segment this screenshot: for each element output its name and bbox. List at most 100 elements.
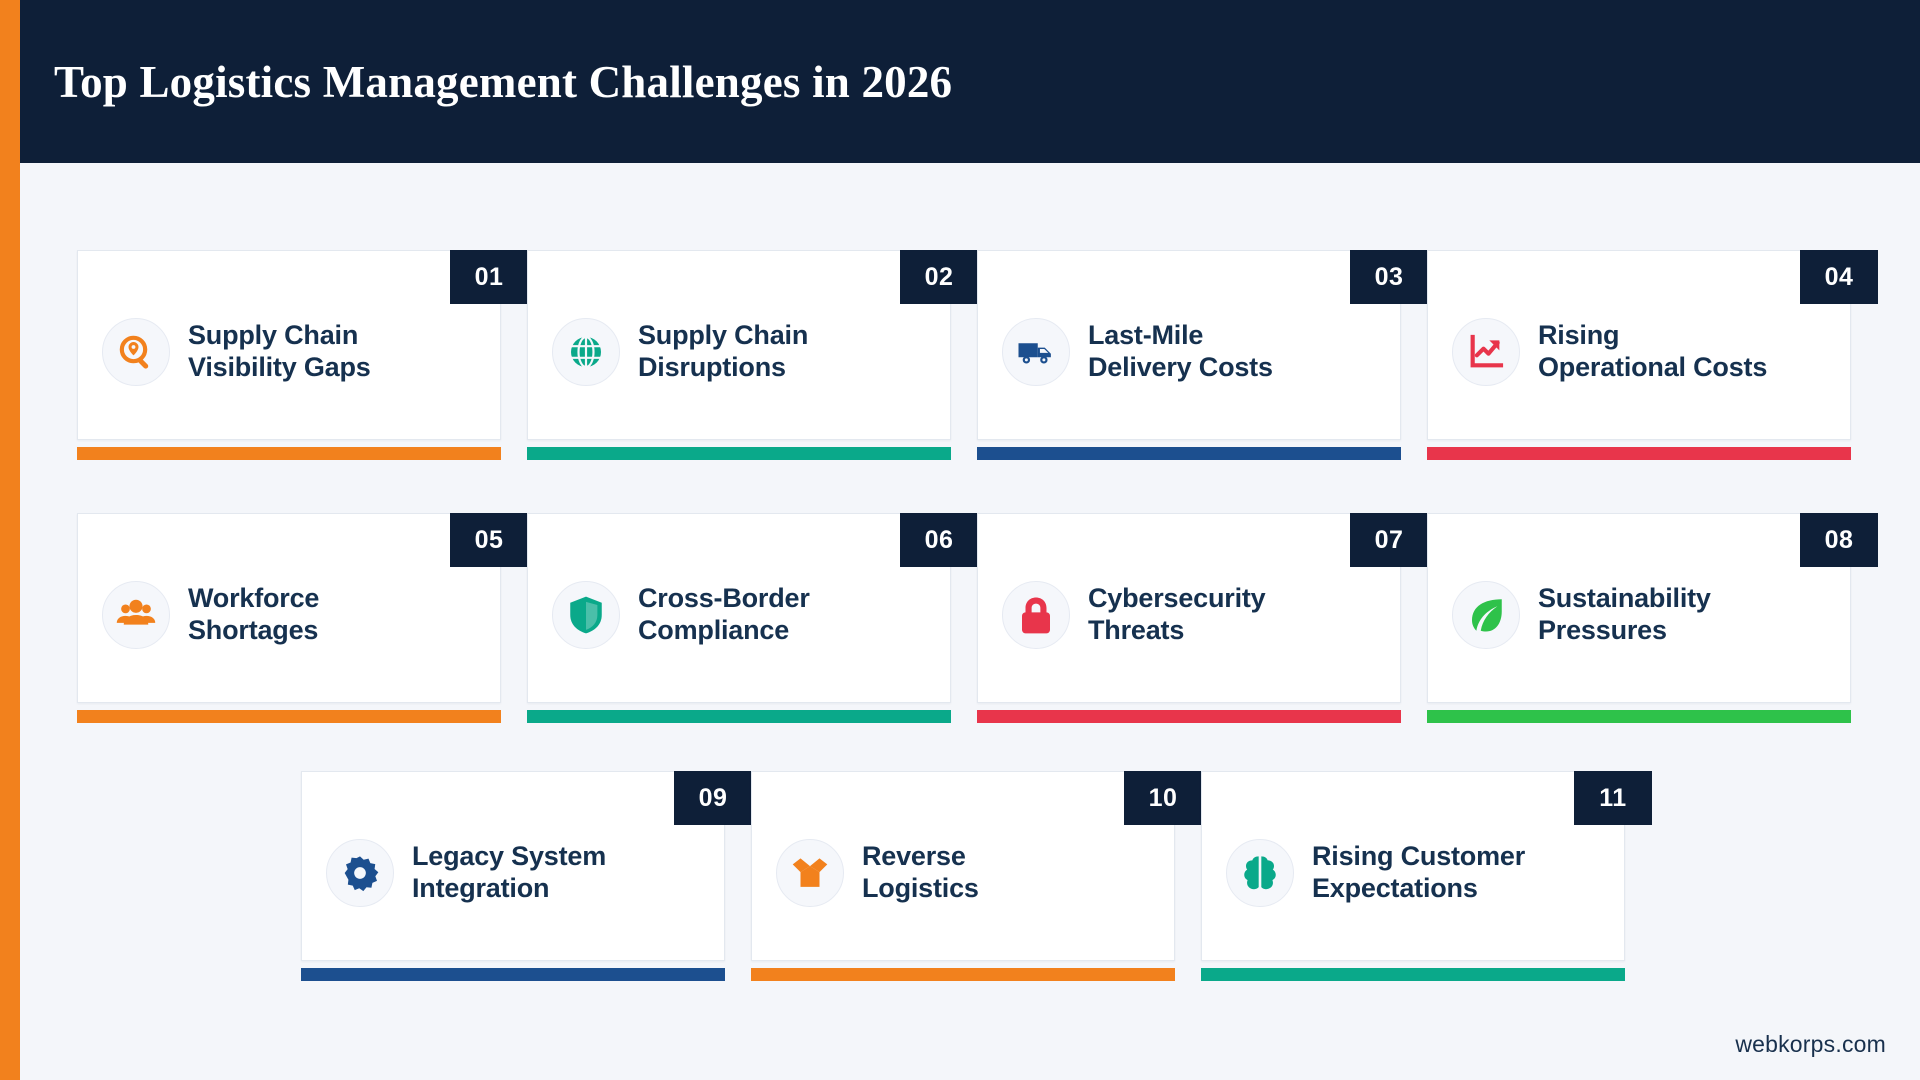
card-accent-bar [301, 968, 725, 981]
card-title-line-2: Compliance [638, 615, 790, 645]
card-content: Cybersecurity Threats [978, 514, 1400, 702]
card-title-line-2: Logistics [862, 873, 979, 903]
delivery-truck-icon [1002, 318, 1070, 386]
card-title-line-2: Pressures [1538, 615, 1667, 645]
card-title-line-1: Rising [1538, 319, 1620, 350]
challenge-card[interactable]: Last-Mile Delivery Costs 03 [977, 250, 1428, 440]
card-title-line-1: Legacy System [412, 840, 607, 871]
brain-icon [1226, 839, 1294, 907]
shield-icon [552, 581, 620, 649]
card-accent-bar [77, 710, 501, 723]
card-content: Workforce Shortages [78, 514, 500, 702]
challenge-card-slot: Rising Customer Expectations 11 [1201, 771, 1652, 981]
card-number-badge: 08 [1800, 513, 1878, 567]
card-title-line-1: Cybersecurity [1088, 582, 1266, 613]
card-title-line-1: Last-Mile [1088, 319, 1204, 350]
card-number-badge: 04 [1800, 250, 1878, 304]
card-content: Legacy System Integration [302, 772, 724, 960]
card-title-line-1: Cross-Border [638, 582, 810, 613]
challenge-card[interactable]: Supply Chain Disruptions 02 [527, 250, 978, 440]
padlock-icon [1002, 581, 1070, 649]
card-number-badge: 05 [450, 513, 528, 567]
challenge-card-slot: Cross-Border Compliance 06 [527, 513, 978, 723]
card-title-line-1: Sustainability [1538, 582, 1711, 613]
challenge-card-slot: Supply Chain Disruptions 02 [527, 250, 978, 460]
card-title: Rising Customer Expectations [1312, 840, 1525, 905]
card-title: Rising Operational Costs [1538, 319, 1767, 384]
challenge-card-slot: Last-Mile Delivery Costs 03 [977, 250, 1428, 460]
card-number-badge: 01 [450, 250, 528, 304]
card-row-3: Legacy System Integration 09 Reverse Logist… [301, 771, 1652, 981]
card-content: Last-Mile Delivery Costs [978, 251, 1400, 439]
card-title: Cybersecurity Threats [1088, 582, 1266, 647]
card-title-line-1: Supply Chain [638, 319, 809, 350]
card-accent-bar [527, 710, 951, 723]
card-number-badge: 10 [1124, 771, 1202, 825]
card-content: Supply Chain Visibility Gaps [78, 251, 500, 439]
card-title-line-2: Expectations [1312, 873, 1478, 903]
card-accent-bar [527, 447, 951, 460]
challenge-card-slot: Sustainability Pressures 08 [1427, 513, 1878, 723]
card-title: Supply Chain Visibility Gaps [188, 319, 371, 384]
card-title-line-2: Threats [1088, 615, 1185, 645]
header-bar: Top Logistics Management Challenges in 2… [20, 0, 1920, 163]
card-title-line-2: Operational Costs [1538, 352, 1768, 382]
challenge-card[interactable]: Cybersecurity Threats 07 [977, 513, 1428, 703]
card-content: Supply Chain Disruptions [528, 251, 950, 439]
card-accent-bar [77, 447, 501, 460]
location-search-icon [102, 318, 170, 386]
card-title-line-2: Delivery Costs [1088, 352, 1273, 382]
card-title: Last-Mile Delivery Costs [1088, 319, 1273, 384]
gear-icon [326, 839, 394, 907]
card-title-line-2: Visibility Gaps [188, 352, 371, 382]
content-canvas: Supply Chain Visibility Gaps 01 Supply Cha… [20, 163, 1920, 1080]
card-accent-bar [751, 968, 1175, 981]
card-accent-bar [1427, 447, 1851, 460]
challenge-card-slot: Workforce Shortages 05 [77, 513, 528, 723]
card-content: Cross-Border Compliance [528, 514, 950, 702]
people-group-icon [102, 581, 170, 649]
card-title: Workforce Shortages [188, 582, 319, 647]
card-title-line-1: Supply Chain [188, 319, 359, 350]
card-title-line-2: Shortages [188, 615, 319, 645]
challenge-card[interactable]: Supply Chain Visibility Gaps 01 [77, 250, 528, 440]
card-content: Rising Operational Costs [1428, 251, 1850, 439]
card-row-2: Workforce Shortages 05 Cross-Border Complia… [77, 513, 1878, 723]
page-title: Top Logistics Management Challenges in 2… [54, 56, 953, 107]
card-title-line-1: Workforce [188, 582, 320, 613]
challenge-card-slot: Legacy System Integration 09 [301, 771, 752, 981]
card-title: Cross-Border Compliance [638, 582, 810, 647]
card-title: Reverse Logistics [862, 840, 979, 905]
challenge-card[interactable]: Sustainability Pressures 08 [1427, 513, 1878, 703]
card-number-badge: 06 [900, 513, 978, 567]
left-accent-stripe [0, 0, 20, 1080]
challenge-card[interactable]: Legacy System Integration 09 [301, 771, 752, 961]
card-accent-bar [1427, 710, 1851, 723]
footer-watermark: webkorps.com [1735, 1031, 1886, 1057]
card-title: Legacy System Integration [412, 840, 606, 905]
challenge-card[interactable]: Rising Operational Costs 04 [1427, 250, 1878, 440]
leaf-icon [1452, 581, 1520, 649]
card-title-line-1: Rising Customer [1312, 840, 1526, 871]
card-content: Sustainability Pressures [1428, 514, 1850, 702]
card-row-1: Supply Chain Visibility Gaps 01 Supply Cha… [77, 250, 1878, 460]
challenge-card-slot: Reverse Logistics 10 [751, 771, 1202, 981]
challenge-card-slot: Cybersecurity Threats 07 [977, 513, 1428, 723]
card-title-line-2: Integration [412, 873, 550, 903]
globe-icon [552, 318, 620, 386]
challenge-card-slot: Rising Operational Costs 04 [1427, 250, 1878, 460]
card-number-badge: 09 [674, 771, 752, 825]
open-box-icon [776, 839, 844, 907]
card-number-badge: 02 [900, 250, 978, 304]
card-title: Supply Chain Disruptions [638, 319, 808, 384]
challenge-card[interactable]: Cross-Border Compliance 06 [527, 513, 978, 703]
card-accent-bar [977, 710, 1401, 723]
card-accent-bar [977, 447, 1401, 460]
challenge-card-slot: Supply Chain Visibility Gaps 01 [77, 250, 528, 460]
challenge-card[interactable]: Reverse Logistics 10 [751, 771, 1202, 961]
card-title-line-1: Reverse [862, 840, 966, 871]
card-number-badge: 07 [1350, 513, 1428, 567]
challenge-card[interactable]: Workforce Shortages 05 [77, 513, 528, 703]
card-content: Rising Customer Expectations [1202, 772, 1624, 960]
challenge-card[interactable]: Rising Customer Expectations 11 [1201, 771, 1652, 961]
